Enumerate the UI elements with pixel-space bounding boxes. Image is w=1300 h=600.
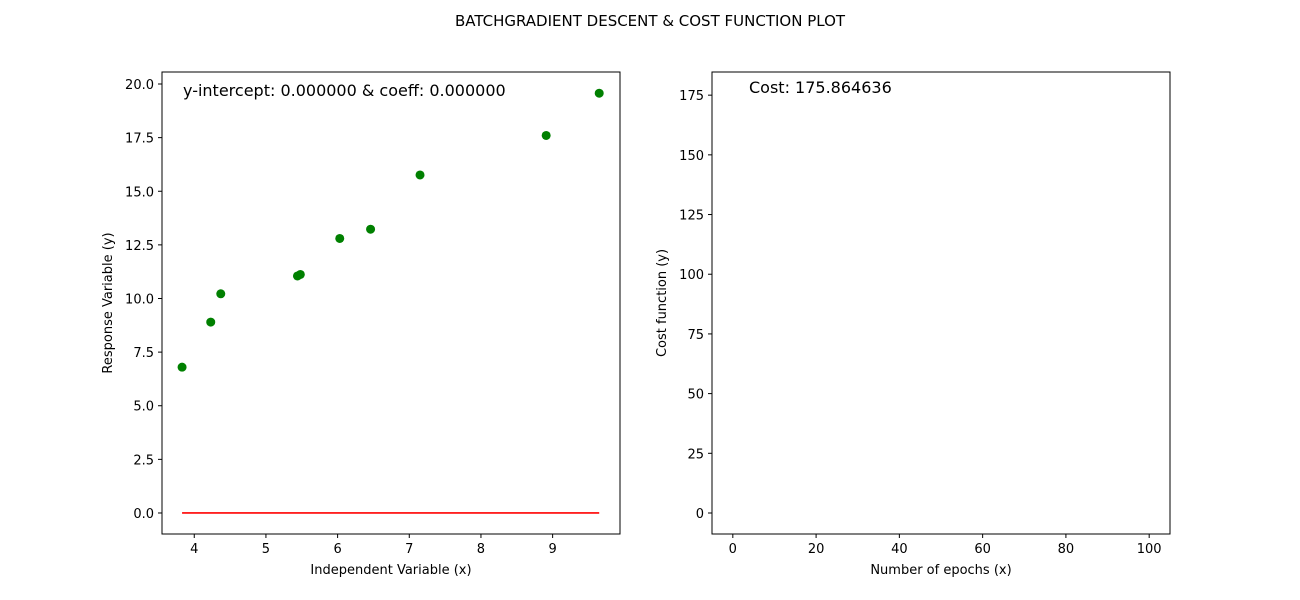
left-plot-x-tick-label: 5 bbox=[262, 542, 270, 557]
left-plot-x-label: Independent Variable (x) bbox=[310, 563, 471, 578]
right-plot-annotation: Cost: 175.864636 bbox=[749, 78, 892, 97]
right-plot-x-ticks: 0 20 40 60 80 100 bbox=[729, 534, 1162, 557]
left-plot-annotation: y-intercept: 0.000000 & coeff: 0.000000 bbox=[183, 81, 506, 100]
right-plot: 0 25 50 75 100 125 150 175 0 20 40 60 80 100 Number … bbox=[655, 71, 1171, 578]
left-plot-y-label: Response Variable (y) bbox=[101, 232, 116, 373]
left-plot-y-tick-label: 15.0 bbox=[125, 185, 154, 200]
right-plot-x-tick-label: 20 bbox=[808, 542, 825, 557]
left-plot-y-tick-label: 12.5 bbox=[125, 239, 154, 254]
figure-title: BATCHGRADIENT DESCENT & COST FUNCTION PL… bbox=[455, 12, 846, 30]
right-plot-y-tick-label: 25 bbox=[687, 447, 704, 462]
left-plot-data-point bbox=[541, 130, 551, 140]
left-plot-x-tick-label: 9 bbox=[548, 542, 556, 557]
left-plot-data-point bbox=[415, 170, 425, 180]
right-plot-x-tick-label: 0 bbox=[729, 542, 737, 557]
left-plot-y-ticks: 0.0 2.5 5.0 7.5 10.0 12.5 15.0 17.5 20.0 bbox=[125, 78, 162, 522]
left-plot-data-point bbox=[366, 224, 376, 234]
left-plot-y-tick-label: 7.5 bbox=[133, 346, 154, 361]
left-plot-x-tick-label: 6 bbox=[333, 542, 341, 557]
left-plot-data-point bbox=[206, 317, 216, 327]
right-plot-y-tick-label: 150 bbox=[679, 149, 704, 164]
right-plot-y-tick-label: 0 bbox=[696, 507, 704, 522]
right-plot-x-tick-label: 100 bbox=[1137, 542, 1162, 557]
left-plot-x-tick-label: 4 bbox=[190, 542, 198, 557]
left-plot-data-point bbox=[594, 88, 604, 98]
right-plot-x-tick-label: 40 bbox=[891, 542, 908, 557]
right-plot-y-tick-label: 125 bbox=[679, 209, 704, 224]
right-plot-y-tick-label: 100 bbox=[679, 268, 704, 283]
left-plot-y-tick-label: 10.0 bbox=[125, 292, 154, 307]
right-plot-y-tick-label: 50 bbox=[687, 388, 704, 403]
left-plot-frame bbox=[161, 71, 621, 535]
left-plot-data-point bbox=[216, 289, 226, 299]
left-plot-data-point bbox=[177, 362, 187, 372]
left-plot-y-tick-label: 0.0 bbox=[133, 507, 154, 522]
right-plot-y-label: Cost function (y) bbox=[655, 249, 670, 357]
left-plot-y-tick-label: 17.5 bbox=[125, 132, 154, 147]
right-plot-x-tick-label: 80 bbox=[1058, 542, 1075, 557]
left-plot-x-ticks: 4 5 6 7 8 9 bbox=[190, 534, 557, 557]
right-plot-y-tick-label: 175 bbox=[679, 89, 704, 104]
left-plot-x-tick-label: 8 bbox=[477, 542, 485, 557]
left-plot-y-tick-label: 2.5 bbox=[133, 453, 154, 468]
right-plot-frame bbox=[711, 71, 1171, 535]
left-plot-data-point bbox=[335, 233, 345, 243]
left-plot-points bbox=[177, 88, 604, 372]
right-plot-x-label: Number of epochs (x) bbox=[870, 563, 1011, 578]
left-plot-data-point bbox=[295, 269, 305, 279]
left-plot-x-tick-label: 7 bbox=[405, 542, 413, 557]
left-plot-y-tick-label: 5.0 bbox=[133, 400, 154, 415]
right-plot-x-tick-label: 60 bbox=[974, 542, 991, 557]
right-plot-y-ticks: 0 25 50 75 100 125 150 175 bbox=[679, 89, 712, 522]
left-plot-y-tick-label: 20.0 bbox=[125, 78, 154, 93]
right-plot-y-tick-label: 75 bbox=[687, 328, 704, 343]
